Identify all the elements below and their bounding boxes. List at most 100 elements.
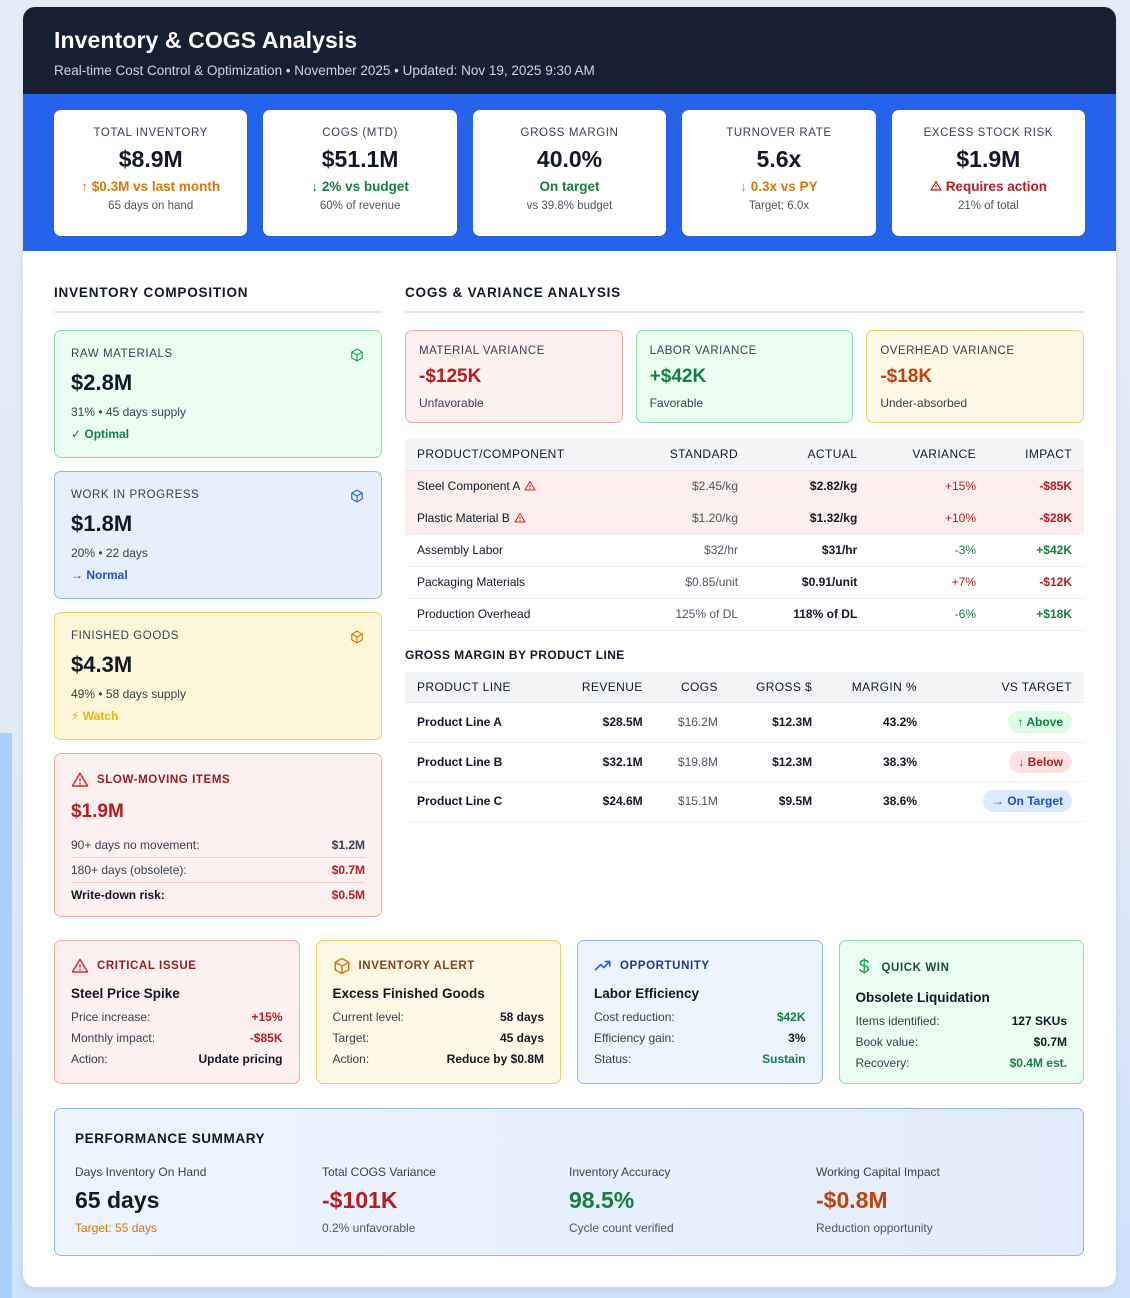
insight-header: OPPORTUNITY xyxy=(594,957,806,975)
impact-cell: -$28K xyxy=(988,502,1084,535)
gross-cell: $12.3M xyxy=(729,702,825,743)
kpi-turnover[interactable]: TURNOVER RATE 5.6x ↓ 0.3x vs PY Target: … xyxy=(682,110,876,236)
material-variance-card[interactable]: MATERIAL VARIANCE -$125K Unfavorable xyxy=(405,330,623,423)
perf-label: Inventory Accuracy xyxy=(569,1165,671,1179)
section-title: COGS & VARIANCE ANALYSIS xyxy=(405,285,1084,313)
slow-moving-card[interactable]: SLOW-MOVING ITEMS $1.9M 90+ days no move… xyxy=(54,753,382,917)
standard-cell: 125% of DL xyxy=(625,598,751,631)
insight-row: Efficiency gain: 3% xyxy=(594,1031,806,1045)
kpi-label: TOTAL INVENTORY xyxy=(93,127,208,139)
insight-title: Excess Finished Goods xyxy=(332,986,485,1001)
variance-cards: MATERIAL VARIANCE -$125K Unfavorable LAB… xyxy=(405,330,1085,423)
actual-cell: $1.32/kg xyxy=(750,502,870,535)
column-header: MARGIN % xyxy=(824,671,929,703)
row-name: Steel Component A xyxy=(417,479,521,493)
table-row[interactable]: Assembly Labor $32/hr $31/hr -3% +$42K xyxy=(405,534,1084,567)
gross-cell: $12.3M xyxy=(729,742,825,782)
insight-row-label: Action: xyxy=(71,1052,108,1066)
table-row[interactable]: Product Line B $32.1M $19.8M $12.3M 38.3… xyxy=(405,742,1084,782)
actual-cell: 118% of DL xyxy=(750,598,870,631)
quick-win-card[interactable]: $ QUICK WIN Obsolete Liquidation Items i… xyxy=(838,940,1084,1084)
kpi-total-inventory[interactable]: TOTAL INVENTORY $8.9M ↑ $0.3M vs last mo… xyxy=(54,110,248,236)
raw-materials-card[interactable]: RAW MATERIALS $2.8M 31% • 45 days supply… xyxy=(54,330,382,458)
cogs-cell: $19.8M xyxy=(654,742,730,782)
insight-row-label: Cost reduction: xyxy=(594,1010,675,1024)
variance-value: +$42K xyxy=(649,366,707,387)
vs-target-cell: ↓ Below xyxy=(929,742,1084,782)
kpi-note: 21% of total xyxy=(957,200,1019,212)
table-row[interactable]: Steel Component A $2.45/kg $2.82/kg +15%… xyxy=(405,470,1084,503)
column-header: ACTUAL xyxy=(750,439,870,471)
work-in-progress-card[interactable]: WORK IN PROGRESS $1.8M 20% • 22 days → N… xyxy=(54,471,382,599)
slow-moving-label: SLOW-MOVING ITEMS xyxy=(97,774,231,786)
opportunity-card[interactable]: OPPORTUNITY Labor Efficiency Cost reduct… xyxy=(577,940,823,1084)
revenue-cell: $28.5M xyxy=(555,702,655,743)
insight-tag: OPPORTUNITY xyxy=(620,960,710,972)
insight-row: Monthly impact: -$85K xyxy=(71,1031,283,1045)
perf-value: 98.5% xyxy=(569,1187,635,1213)
comp-value: $1.8M xyxy=(71,511,133,536)
finished-goods-card[interactable]: FINISHED GOODS $4.3M 49% • 58 days suppl… xyxy=(54,612,382,740)
insight-title: Obsolete Liquidation xyxy=(855,990,990,1005)
insight-row: Items identified: 127 SKUs xyxy=(856,1014,1068,1028)
table-row[interactable]: Product Line C $24.6M $15.1M $9.5M 38.6%… xyxy=(405,781,1084,822)
table-header-row: PRODUCT/COMPONENT STANDARD ACTUAL VARIAN… xyxy=(405,439,1084,471)
impact-cell: -$12K xyxy=(988,566,1084,599)
column-header: VARIANCE xyxy=(869,439,989,471)
header: Inventory & COGS Analysis Real-time Cost… xyxy=(23,7,1116,94)
insight-row-value: 127 SKUs xyxy=(1011,1014,1067,1028)
table-row[interactable]: Plastic Material B $1.20/kg $1.32/kg +10… xyxy=(405,502,1084,535)
cube-icon xyxy=(351,348,363,362)
inventory-alert-card[interactable]: INVENTORY ALERT Excess Finished Goods Cu… xyxy=(315,940,561,1084)
kpi-gross-margin[interactable]: GROSS MARGIN 40.0% On target vs 39.8% bu… xyxy=(472,110,667,236)
gross-cell: $9.5M xyxy=(729,781,825,822)
insight-row: Action: Reduce by $0.8M xyxy=(333,1052,545,1066)
insight-row: Recovery: $0.4M est. xyxy=(856,1056,1068,1070)
table-row[interactable]: Production Overhead 125% of DL 118% of D… xyxy=(405,598,1084,631)
inventory-composition: INVENTORY COMPOSITION RAW MATERIALS $2.8… xyxy=(54,285,382,917)
row-name-cell: Steel Component A xyxy=(405,470,625,503)
status-badge: ↑ Above xyxy=(1008,711,1072,734)
labor-variance-card[interactable]: LABOR VARIANCE +$42K Favorable xyxy=(635,330,854,423)
kpi-excess-stock[interactable]: EXCESS STOCK RISK $1.9M Requires action … xyxy=(891,110,1086,236)
insight-row-label: Status: xyxy=(594,1052,632,1066)
dashboard-card: Inventory & COGS Analysis Real-time Cost… xyxy=(23,7,1116,1287)
kpi-value: $51.1M xyxy=(321,146,399,172)
variance-cell: +7% xyxy=(869,566,989,599)
dollar-icon: $ xyxy=(858,957,871,978)
status-badge: → On Target xyxy=(982,790,1072,813)
slow-row: Write-down risk: $0.5M xyxy=(71,883,365,907)
margin-cell: 38.3% xyxy=(824,742,929,782)
kpi-note: Target: 6.0x xyxy=(748,200,809,212)
perf-working-capital: Working Capital Impact -$0.8M Reduction … xyxy=(816,1165,1063,1235)
slow-row: 90+ days no movement: $1.2M xyxy=(71,833,365,858)
overhead-variance-card[interactable]: OVERHEAD VARIANCE -$18K Under-absorbed xyxy=(866,330,1085,423)
kpi-label: TURNOVER RATE xyxy=(726,127,832,139)
perf-note: 0.2% unfavorable xyxy=(322,1221,416,1235)
column-header: PRODUCT/COMPONENT xyxy=(405,439,625,471)
kpi-change: ↓ 2% vs budget xyxy=(311,179,409,194)
variance-status: Favorable xyxy=(649,396,704,410)
warning-icon xyxy=(524,480,536,491)
slow-row-value: $0.7M xyxy=(331,863,365,877)
status-badge: ↓ Below xyxy=(1009,750,1072,773)
slow-row-value: $1.2M xyxy=(331,838,365,852)
insight-tag: CRITICAL ISSUE xyxy=(97,960,197,972)
perf-note: Target: 55 days xyxy=(75,1221,158,1235)
insight-row: Status: Sustain xyxy=(594,1052,806,1066)
insight-cards: CRITICAL ISSUE Steel Price Spike Price i… xyxy=(54,940,1084,1084)
table-row[interactable]: Product Line A $28.5M $16.2M $12.3M 43.2… xyxy=(405,702,1084,743)
insight-row-label: Price increase: xyxy=(71,1010,151,1024)
row-name-cell: Plastic Material B xyxy=(405,502,625,535)
comp-status: → Normal xyxy=(71,568,128,582)
variance-label: OVERHEAD VARIANCE xyxy=(880,345,1015,357)
cube-icon xyxy=(351,489,363,503)
kpi-change: Requires action xyxy=(892,179,1085,194)
kpi-cogs[interactable]: COGS (MTD) $51.1M ↓ 2% vs budget 60% of … xyxy=(263,110,457,236)
page-subtitle: Real-time Cost Control & Optimization • … xyxy=(54,63,595,78)
table-row[interactable]: Packaging Materials $0.85/unit $0.91/uni… xyxy=(405,566,1084,599)
insight-header: CRITICAL ISSUE xyxy=(71,957,283,975)
actual-cell: $0.91/unit xyxy=(750,566,870,599)
section-title: INVENTORY COMPOSITION xyxy=(54,285,382,313)
critical-issue-card[interactable]: CRITICAL ISSUE Steel Price Spike Price i… xyxy=(54,940,300,1084)
